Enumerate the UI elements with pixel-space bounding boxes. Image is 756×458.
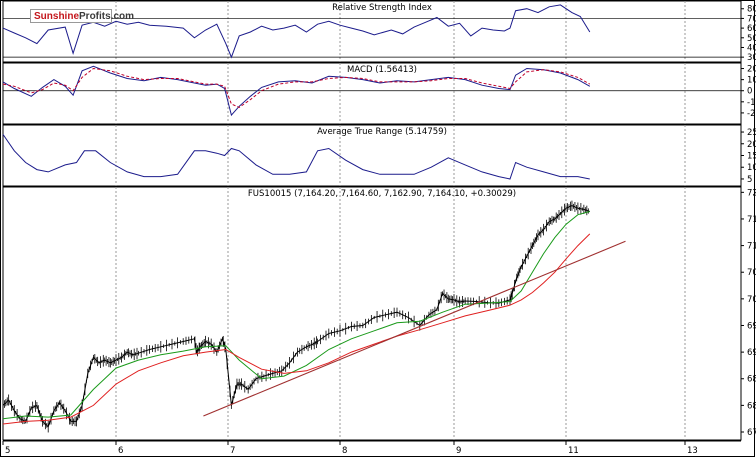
y-tick-label: 6750 — [747, 428, 756, 438]
y-tick-label: 15 — [747, 152, 756, 162]
panel-frame-3 — [2, 186, 742, 441]
y-tick-label: 5 — [747, 175, 752, 185]
x-tick-label: 7 — [230, 446, 235, 456]
series-line-3-1 — [2, 211, 590, 420]
y-tick-label: 0 — [747, 87, 752, 97]
series-line-1-1 — [2, 67, 591, 108]
y-tick-label: 6950 — [747, 321, 756, 331]
x-tick-label: 8 — [342, 446, 347, 456]
y-tick-label: 10 — [747, 163, 756, 173]
panel-title: MACD (1.56413) — [347, 65, 417, 75]
panel-title: Relative Strength Index — [332, 3, 432, 13]
x-tick-label: 13 — [687, 446, 698, 456]
series-line-0-0 — [2, 4, 591, 59]
panel-title: Average True Range (5.14759) — [317, 127, 447, 137]
y-tick-label: 7150 — [747, 215, 756, 225]
y-tick-label: -20 — [747, 109, 756, 119]
x-tick-label: 6 — [118, 446, 123, 456]
panel-frame-0 — [2, 0, 742, 63]
y-tick-label: 7000 — [747, 295, 756, 305]
y-tick-label: -10 — [747, 98, 756, 108]
logo: SunshineProfits.com — [30, 9, 134, 23]
y-tick-label: 20 — [747, 65, 756, 75]
y-tick-label: 7100 — [747, 242, 756, 252]
y-tick-label: 7200 — [747, 188, 756, 198]
y-tick-label: 50 — [747, 34, 756, 44]
y-tick-label: 40 — [747, 43, 756, 53]
y-tick-label: 6850 — [747, 375, 756, 385]
panel-frame-1 — [2, 62, 742, 125]
y-tick-label: 25 — [747, 128, 756, 138]
x-tick-label: 11 — [568, 446, 579, 456]
y-tick-label: 70 — [747, 14, 756, 24]
y-tick-label: 30 — [747, 53, 756, 63]
series-line-2-0 — [2, 134, 590, 180]
series-line-1-0 — [2, 65, 591, 117]
y-tick-label: 6900 — [747, 348, 756, 358]
y-tick-label: 6800 — [747, 401, 756, 411]
y-tick-label: 7050 — [747, 268, 756, 278]
series-line-3-0 — [2, 205, 590, 428]
x-tick-label: 9 — [456, 446, 461, 456]
y-tick-label: 10 — [747, 76, 756, 86]
y-tick-label: 80 — [747, 5, 756, 15]
y-tick-label: 20 — [747, 140, 756, 150]
series-line-3-2 — [2, 233, 591, 425]
panel-title: FUS10015 (7,164.20, 7,164.60, 7,162.90, … — [248, 189, 516, 199]
x-tick-label: 5 — [5, 446, 10, 456]
series-line-3-3 — [203, 240, 626, 417]
y-tick-label: 60 — [747, 24, 756, 34]
